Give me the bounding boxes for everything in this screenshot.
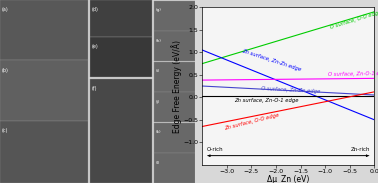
Text: Zn-rich: Zn-rich: [351, 147, 370, 152]
Text: (d): (d): [91, 7, 98, 12]
Text: (g): (g): [156, 8, 162, 12]
Text: Zn surface, Zn-Zn edge: Zn surface, Zn-Zn edge: [242, 48, 302, 72]
Text: (f): (f): [91, 86, 97, 91]
Text: (j): (j): [156, 100, 160, 104]
Text: O surface, O-O edge: O surface, O-O edge: [330, 10, 378, 30]
Text: (a): (a): [2, 7, 9, 12]
Bar: [154, 92, 195, 122]
Text: (c): (c): [2, 128, 8, 133]
Bar: [90, 0, 152, 37]
Bar: [90, 37, 152, 77]
Bar: [0, 60, 88, 121]
Text: (k): (k): [156, 130, 161, 134]
Text: (e): (e): [91, 44, 98, 49]
Text: O-rich: O-rich: [207, 147, 224, 152]
Bar: [154, 31, 195, 61]
Text: (b): (b): [2, 68, 9, 73]
Text: Zn surface, O-O edge: Zn surface, O-O edge: [225, 113, 280, 131]
Text: O surface, Zn-Zn edge: O surface, Zn-Zn edge: [261, 86, 321, 94]
Text: (h): (h): [156, 39, 162, 43]
Text: O surface, Zn-O-1 edge: O surface, Zn-O-1 edge: [327, 71, 378, 77]
Bar: [0, 121, 88, 183]
Bar: [154, 123, 195, 152]
Text: (l): (l): [156, 161, 160, 165]
Bar: [154, 1, 195, 31]
Y-axis label: Edge Free Energy (eV/Å): Edge Free Energy (eV/Å): [171, 40, 182, 132]
Bar: [154, 62, 195, 92]
X-axis label: Δμ_Zn (eV): Δμ_Zn (eV): [267, 175, 310, 183]
Bar: [0, 0, 88, 60]
Bar: [154, 153, 195, 183]
Bar: [90, 79, 152, 183]
Text: (i): (i): [156, 69, 160, 73]
Text: Zn surface, Zn-O-1 edge: Zn surface, Zn-O-1 edge: [234, 98, 299, 103]
